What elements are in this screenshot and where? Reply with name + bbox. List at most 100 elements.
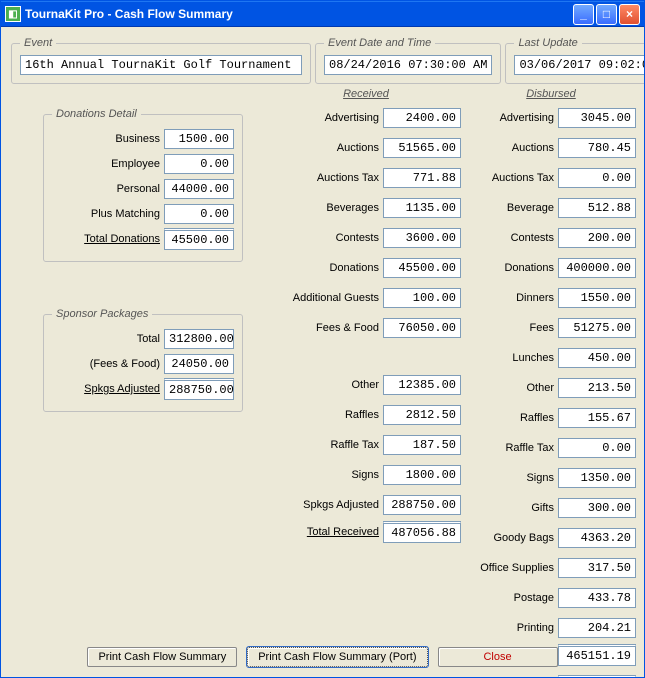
close-window-button[interactable]: × — [619, 4, 640, 25]
event-date-field[interactable]: 08/24/2016 07:30:00 AM — [324, 55, 492, 75]
donation-label: Employee — [111, 158, 160, 170]
received-value: 288750.00 — [383, 495, 461, 515]
received-label: Beverages — [326, 202, 379, 214]
sponsor-row: (Fees & Food) 24050.00 — [52, 353, 234, 375]
received-label: Raffle Tax — [330, 439, 379, 451]
event-legend: Event — [20, 37, 56, 49]
donation-value: 44000.00 — [164, 179, 234, 199]
event-name-field[interactable]: 16th Annual TournaKit Golf Tournament — [20, 55, 302, 75]
total-received-value: 487056.88 — [383, 521, 461, 543]
received-label: Additional Guests — [293, 292, 379, 304]
disbursed-row: Other 213.50 — [466, 374, 636, 401]
received-label: Auctions Tax — [317, 172, 379, 184]
donation-value: 0.00 — [164, 204, 234, 224]
last-update-field[interactable]: 03/06/2017 09:02:02 AM — [514, 55, 644, 75]
print-summary-port-button[interactable]: Print Cash Flow Summary (Port) — [247, 647, 427, 667]
disbursed-row: Goody Bags4363.20 — [466, 524, 636, 551]
received-label: Auctions — [337, 142, 379, 154]
disbursed-row: Advertising3045.00 — [466, 104, 636, 131]
disbursed-value: 450.00 — [558, 348, 636, 368]
disbursed-row: Auctions Tax 0.00 — [466, 164, 636, 191]
disbursed-row: Gifts 300.00 — [466, 494, 636, 521]
disbursed-label: Signs — [526, 472, 554, 484]
received-label: Other — [351, 379, 379, 391]
disbursed-label: Other — [526, 382, 554, 394]
disbursed-row: Signs 1350.00 — [466, 464, 636, 491]
disbursed-row: Contests200.00 — [466, 224, 636, 251]
received-column: Received Advertising 2400.00 Auctions 51565… — [271, 88, 461, 546]
app-icon: ◧ — [5, 6, 21, 22]
received-row: Spkgs Adjusted 288750.00 — [271, 491, 461, 518]
sponsor-row: Total312800.00 — [52, 328, 234, 350]
disbursed-row: Fees51275.00 — [466, 314, 636, 341]
received-header: Received — [271, 88, 461, 100]
disbursed-label: Printing — [517, 622, 554, 634]
disbursed-value: 200.00 — [558, 228, 636, 248]
disbursed-label: Dinners — [516, 292, 554, 304]
disbursed-label: Auctions Tax — [492, 172, 554, 184]
disbursed-label: Gifts — [531, 502, 554, 514]
last-update-legend: Last Update — [514, 37, 581, 49]
disbursed-row: Donations400000.00 — [466, 254, 636, 281]
disbursed-value: 204.21 — [558, 618, 636, 638]
received-value: 1135.00 — [383, 198, 461, 218]
sponsor-label: Total — [137, 333, 160, 345]
disbursed-row: Lunches 450.00 — [466, 344, 636, 371]
disbursed-value: 0.00 — [558, 438, 636, 458]
disbursed-value: 0.00 — [558, 168, 636, 188]
received-row: Raffle Tax 187.50 — [271, 431, 461, 458]
close-button[interactable]: Close — [438, 647, 558, 667]
received-value: 2812.50 — [383, 405, 461, 425]
disbursed-label: Office Supplies — [480, 562, 554, 574]
print-summary-button[interactable]: Print Cash Flow Summary — [87, 647, 237, 667]
total-donations-value: 45500.00 — [164, 228, 234, 250]
received-row: Auctions 51565.00 — [271, 134, 461, 161]
disbursed-value: 317.50 — [558, 558, 636, 578]
sponsor-packages-group: Sponsor Packages Total312800.00 (Fees & F… — [43, 308, 243, 412]
received-value: 187.50 — [383, 435, 461, 455]
received-label: Signs — [351, 469, 379, 481]
disbursed-value: 1350.00 — [558, 468, 636, 488]
donation-row: Plus Matching0.00 — [52, 203, 234, 225]
received-row: Other 12385.00 — [271, 371, 461, 398]
donation-label: Personal — [117, 183, 160, 195]
received-row: Fees & Food76050.00 — [271, 314, 461, 341]
donation-label: Business — [115, 133, 160, 145]
disbursed-value: 155.67 — [558, 408, 636, 428]
disbursed-value: 433.78 — [558, 588, 636, 608]
disbursed-label: Donations — [504, 262, 554, 274]
disbursed-label: Raffles — [520, 412, 554, 424]
donation-row: Business1500.00 — [52, 128, 234, 150]
donations-legend: Donations Detail — [52, 108, 141, 120]
received-value: 100.00 — [383, 288, 461, 308]
disbursed-label: Lunches — [512, 352, 554, 364]
disbursed-value: 213.50 — [558, 378, 636, 398]
received-value: 2400.00 — [383, 108, 461, 128]
received-row: Beverages 1135.00 — [271, 194, 461, 221]
minimize-button[interactable]: _ — [573, 4, 594, 25]
disbursed-row: Raffles 155.67 — [466, 404, 636, 431]
total-received-label: Total Received — [307, 526, 379, 538]
sponsor-value: 24050.00 — [164, 354, 234, 374]
sponsor-label: (Fees & Food) — [90, 358, 160, 370]
maximize-button[interactable]: □ — [596, 4, 617, 25]
received-value: 12385.00 — [383, 375, 461, 395]
received-label: Advertising — [325, 112, 379, 124]
received-row: Signs 1800.00 — [271, 461, 461, 488]
disbursed-header: Disbursed — [466, 88, 636, 100]
received-value: 1800.00 — [383, 465, 461, 485]
sponsor-legend: Sponsor Packages — [52, 308, 152, 320]
event-date-legend: Event Date and Time — [324, 37, 435, 49]
disbursed-value: 300.00 — [558, 498, 636, 518]
received-row: Contests 3600.00 — [271, 224, 461, 251]
disbursed-value: 780.45 — [558, 138, 636, 158]
window-title: TournaKit Pro - Cash Flow Summary — [25, 7, 233, 21]
received-value: 3600.00 — [383, 228, 461, 248]
disbursed-label: Fees — [530, 322, 554, 334]
received-label: Spkgs Adjusted — [303, 499, 379, 511]
disbursed-label: Raffle Tax — [505, 442, 554, 454]
disbursed-value: 4363.20 — [558, 528, 636, 548]
received-row: Additional Guests 100.00 — [271, 284, 461, 311]
received-label: Contests — [336, 232, 379, 244]
received-value: 51565.00 — [383, 138, 461, 158]
